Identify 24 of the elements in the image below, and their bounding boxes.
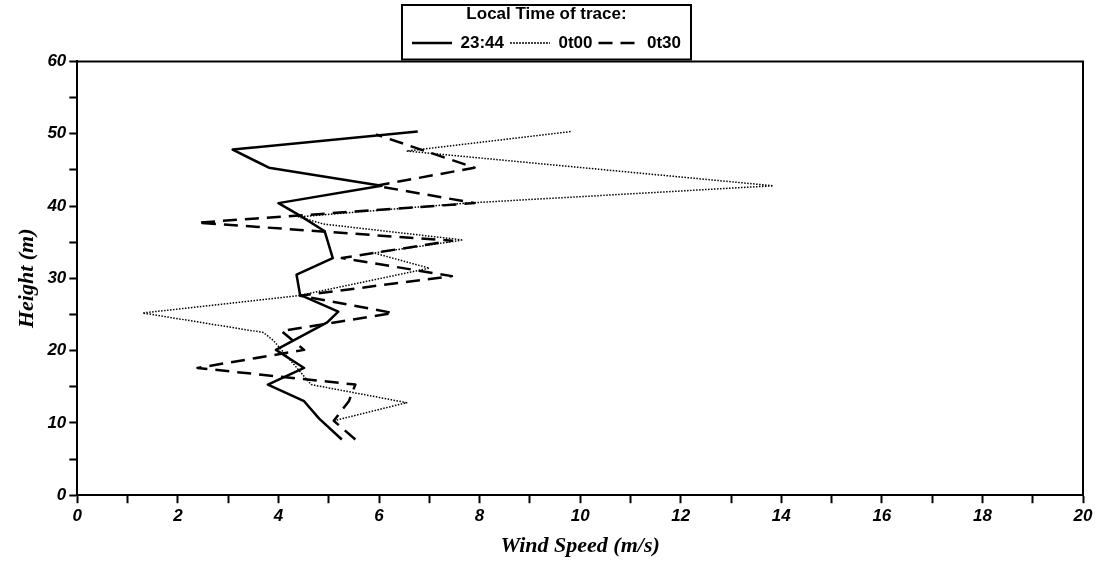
y-tick-label: 20 (46, 340, 67, 360)
y-tick-label: 30 (47, 267, 67, 287)
legend-title: Local Time of trace: (466, 4, 627, 24)
x-tick-label: 4 (272, 506, 284, 526)
x-tick-label: 14 (771, 506, 792, 526)
y-tick-label: 60 (47, 51, 67, 71)
y-axis-title: Height (m) (12, 228, 38, 330)
y-tick-label: 50 (47, 123, 67, 143)
x-tick-label: 6 (374, 506, 385, 526)
y-tick-label: 10 (47, 412, 67, 432)
x-tick-label: 10 (570, 506, 591, 526)
x-axis-title: Wind Speed (m/s) (500, 532, 660, 558)
x-tick-label: 8 (474, 506, 485, 526)
x-tick-label: 2 (172, 506, 184, 526)
y-tick-label: 0 (56, 484, 67, 504)
y-tick-label: 40 (46, 195, 67, 215)
x-tick-label: 18 (972, 506, 993, 526)
legend-label: 0t30 (646, 32, 682, 52)
legend-label: 0t00 (558, 32, 593, 52)
x-tick-label: 0 (72, 506, 83, 526)
legend-label: 23:44 (460, 32, 505, 52)
x-tick-label: 20 (1072, 506, 1093, 526)
x-tick-label: 16 (872, 506, 892, 526)
x-tick-label: 12 (671, 506, 691, 526)
